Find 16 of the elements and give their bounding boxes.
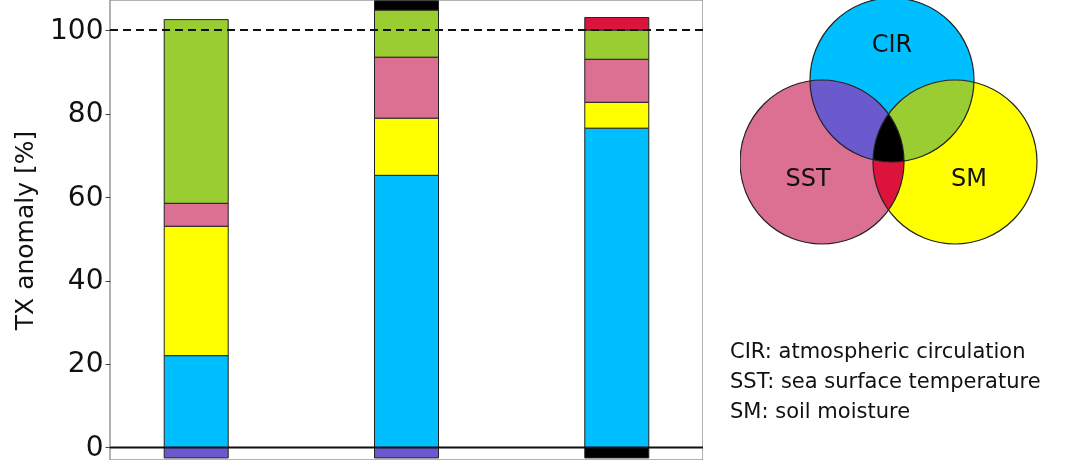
text: SM: soil moisture	[730, 398, 912, 425]
text: SST: sea surface temperature	[730, 368, 1041, 395]
y-tick-label: 40	[67, 263, 104, 297]
y-tick-label: 0	[85, 429, 104, 460]
y-tick-label: 20	[67, 346, 104, 380]
text: SST	[785, 164, 831, 192]
y-tick-label: 100	[50, 12, 104, 46]
bar	[584, 446, 650, 459]
y-tick-label: 60	[67, 179, 104, 213]
y-tick-label: 80	[67, 96, 104, 130]
y-axis-title: TX anomaly [%]	[10, 130, 40, 332]
bar	[163, 446, 229, 459]
text: CIR: atmospheric circulation	[730, 338, 1027, 365]
bar	[374, 446, 439, 459]
text: SM	[951, 164, 987, 192]
text: CIR	[871, 30, 913, 58]
